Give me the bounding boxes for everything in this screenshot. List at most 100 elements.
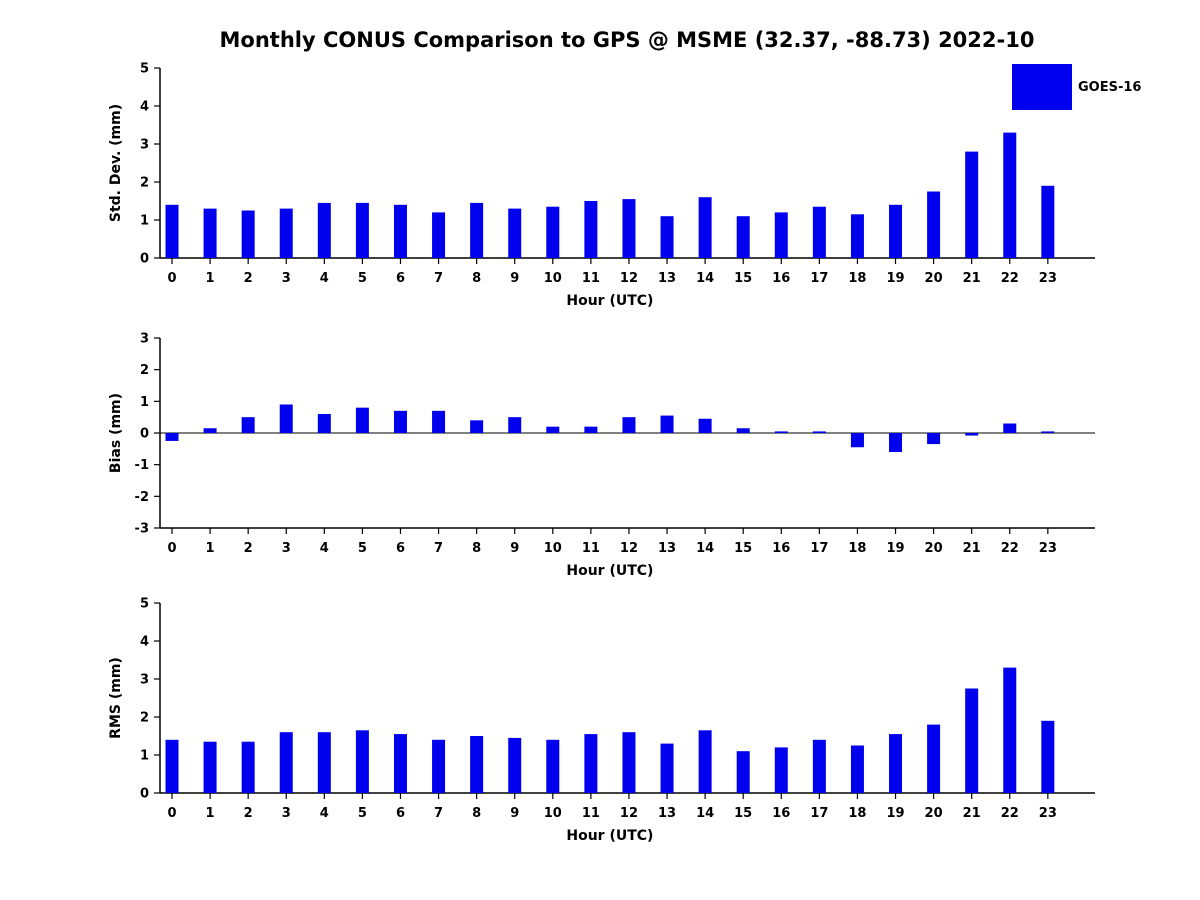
- bar: [165, 204, 179, 258]
- x-tick-label: 4: [320, 271, 329, 286]
- x-tick-label: 5: [358, 271, 367, 286]
- bar: [622, 199, 636, 258]
- y-tick-label: 0: [140, 252, 149, 267]
- x-tick-label: 17: [810, 806, 828, 821]
- x-tick-label: 12: [620, 806, 638, 821]
- bar: [584, 201, 598, 258]
- y-tick-label: 5: [140, 62, 149, 77]
- x-tick-label: 23: [1039, 806, 1057, 821]
- bar: [660, 216, 674, 258]
- x-tick-label: 7: [434, 806, 443, 821]
- x-tick-label: 16: [772, 806, 790, 821]
- bar: [317, 732, 331, 793]
- bar: [241, 210, 255, 258]
- y-tick-label: -3: [135, 522, 149, 537]
- x-tick-label: 22: [1001, 541, 1019, 556]
- x-tick-label: 20: [925, 806, 943, 821]
- y-tick-label: 3: [140, 138, 149, 153]
- bar: [812, 206, 826, 258]
- bar: [279, 208, 293, 258]
- bar: [927, 433, 941, 445]
- x-tick-label: 18: [848, 271, 866, 286]
- x-tick-label: 3: [282, 271, 291, 286]
- bar: [850, 214, 864, 258]
- legend: GOES-16: [1012, 64, 1141, 110]
- x-tick-label: 6: [396, 806, 405, 821]
- y-tick-label: 2: [140, 176, 149, 191]
- x-tick-label: 16: [772, 271, 790, 286]
- x-tick-label: 19: [886, 541, 904, 556]
- bar: [432, 739, 446, 793]
- x-tick-label: 7: [434, 271, 443, 286]
- x-tick-label: 0: [167, 541, 176, 556]
- x-tick-label: 4: [320, 806, 329, 821]
- y-tick-label: -2: [135, 490, 149, 505]
- bar: [660, 415, 674, 433]
- bar: [698, 730, 712, 793]
- bar: [279, 732, 293, 793]
- x-tick-label: 19: [886, 271, 904, 286]
- bar: [889, 204, 903, 258]
- x-tick-label: 5: [358, 541, 367, 556]
- x-tick-label: 13: [658, 541, 676, 556]
- bar: [812, 739, 826, 793]
- y-tick-label: 0: [140, 787, 149, 802]
- bar: [241, 741, 255, 793]
- bar: [470, 202, 484, 258]
- x-tick-label: 17: [810, 271, 828, 286]
- legend-label: GOES-16: [1078, 79, 1142, 95]
- x-tick-label: 10: [544, 271, 562, 286]
- x-tick-label: 12: [620, 271, 638, 286]
- x-tick-label: 21: [963, 541, 981, 556]
- x-tick-label: 8: [472, 271, 481, 286]
- x-tick-label: 21: [963, 271, 981, 286]
- bar: [965, 151, 979, 258]
- y-tick-label: 1: [140, 749, 149, 764]
- bar: [165, 739, 179, 793]
- x-tick-label: 3: [282, 806, 291, 821]
- x-tick-label: 10: [544, 806, 562, 821]
- x-tick-label: 22: [1001, 806, 1019, 821]
- bar: [889, 734, 903, 793]
- x-tick-label: 23: [1039, 271, 1057, 286]
- x-tick-label: 8: [472, 541, 481, 556]
- x-tick-label: 2: [244, 806, 253, 821]
- bar: [774, 212, 788, 258]
- bar: [812, 431, 826, 433]
- bar: [546, 206, 560, 258]
- bar: [965, 433, 979, 436]
- bar: [698, 418, 712, 433]
- x-tick-label: 7: [434, 541, 443, 556]
- bar: [736, 216, 750, 258]
- x-tick-label: 22: [1001, 271, 1019, 286]
- bar: [660, 743, 674, 793]
- bar: [432, 212, 446, 258]
- x-tick-label: 15: [734, 271, 752, 286]
- y-tick-label: 5: [140, 597, 149, 612]
- bar: [355, 202, 369, 258]
- bar: [203, 428, 217, 433]
- y-tick-label: -1: [135, 458, 149, 473]
- x-tick-label: 23: [1039, 541, 1057, 556]
- bar: [1041, 720, 1055, 793]
- y-tick-label: 4: [140, 635, 149, 650]
- x-tick-label: 0: [167, 806, 176, 821]
- x-tick-label: 11: [582, 541, 600, 556]
- y-tick-label: 3: [140, 673, 149, 688]
- x-tick-label: 14: [696, 541, 714, 556]
- bar: [1041, 185, 1055, 258]
- bar: [508, 417, 522, 433]
- x-tick-label: 1: [206, 806, 215, 821]
- bar: [774, 431, 788, 433]
- y-tick-label: 0: [140, 427, 149, 442]
- bar: [965, 688, 979, 793]
- bar: [203, 741, 217, 793]
- x-tick-label: 3: [282, 541, 291, 556]
- x-tick-label: 5: [358, 806, 367, 821]
- y-tick-label: 2: [140, 711, 149, 726]
- bar: [470, 420, 484, 433]
- x-tick-label: 20: [925, 541, 943, 556]
- x-tick-label: 13: [658, 806, 676, 821]
